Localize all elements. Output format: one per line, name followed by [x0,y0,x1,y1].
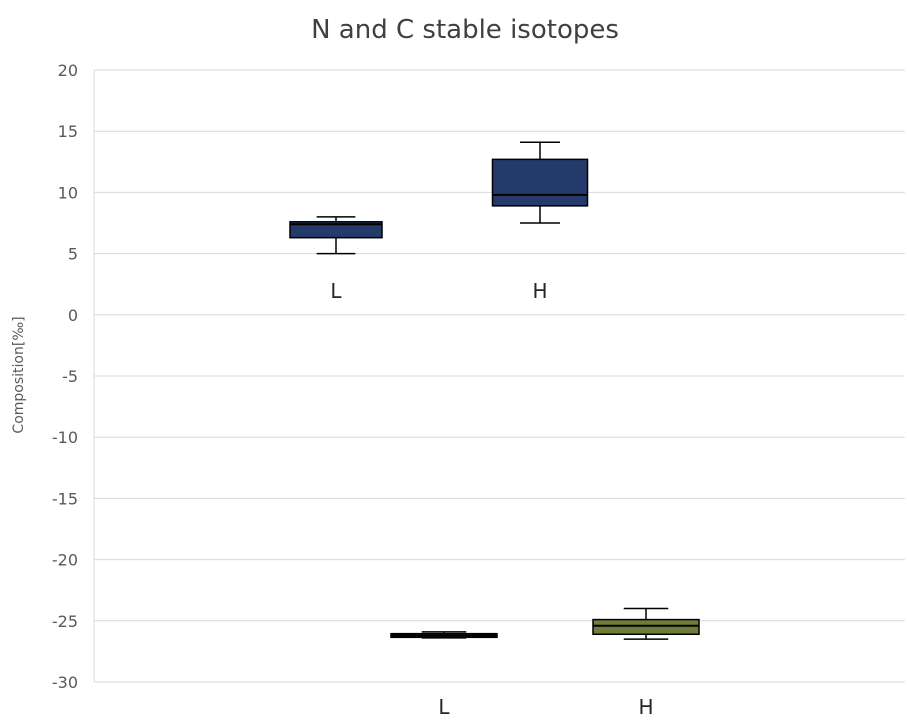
category-label: H [532,279,547,303]
chart-title: N and C stable isotopes [311,15,619,45]
box-l-group-1: L [289,216,383,303]
y-tick-label: 0 [68,306,78,325]
y-tick-label: -10 [52,428,78,447]
y-tick-labels: 20 15 10 5 0 -5 -10 -15 -20 -25 -30 [52,61,78,692]
y-tick-label: -5 [62,367,78,386]
box-h-group-2: H [592,607,700,719]
y-tick-label: 15 [58,122,78,141]
y-tick-label: 20 [58,61,78,80]
y-axis-label: Composition[‰] [11,316,27,433]
y-tick-label: -25 [52,612,78,631]
box-h-group-1: H [491,141,589,303]
y-tick-label: -30 [52,673,78,692]
box-series: L H L H [289,141,700,719]
y-tick-label: -15 [52,489,78,508]
category-label: L [330,279,342,303]
y-tick-label: 10 [58,183,78,202]
iqr-box [289,221,383,239]
y-tick-label: 5 [68,245,78,264]
y-tick-label: -20 [52,551,78,570]
gridlines [93,69,905,683]
category-label: L [438,695,450,719]
box-l-group-2: L [390,631,498,719]
category-label: H [638,695,653,719]
iqr-box [592,618,700,636]
iqr-box [491,158,589,207]
